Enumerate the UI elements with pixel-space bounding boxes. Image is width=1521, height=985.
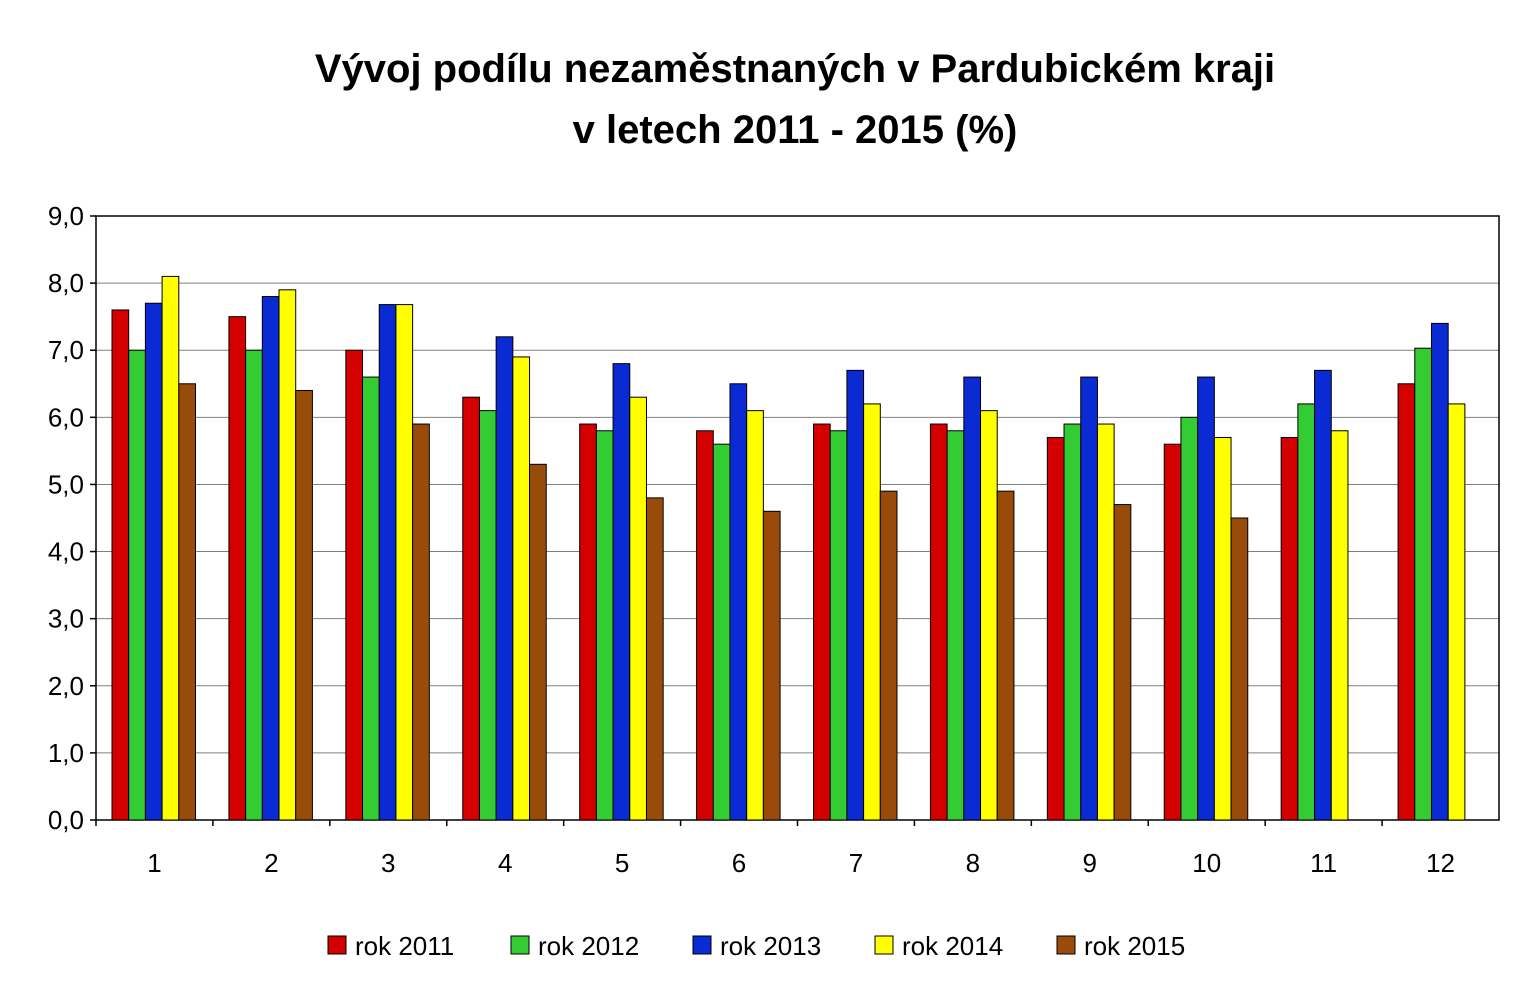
bar-rok-2012-9: [1064, 424, 1081, 820]
bar-rok-2013-7: [847, 370, 864, 820]
x-tick-label: 8: [966, 848, 980, 878]
legend-swatch-rok-2015: [1057, 936, 1075, 954]
y-tick-label: 9,0: [48, 201, 84, 231]
x-tick-label: 2: [264, 848, 278, 878]
bar-rok-2014-4: [513, 357, 530, 820]
legend: rok 2011 rok 2012 rok 2013 rok 2014 rok 2015: [328, 931, 1185, 961]
bar-rok-2013-1: [145, 303, 162, 820]
x-tick-label: 4: [498, 848, 512, 878]
bar-rok-2012-6: [713, 444, 730, 820]
bar-rok-2014-9: [1097, 424, 1114, 820]
bar-rok-2014-1: [162, 276, 179, 820]
y-tick-label: 6,0: [48, 402, 84, 432]
legend-label-rok-2011: rok 2011: [355, 931, 454, 961]
x-tick-label: 12: [1426, 848, 1455, 878]
bar-rok-2014-7: [864, 404, 881, 820]
x-tick-label: 5: [615, 848, 629, 878]
bar-rok-2013-2: [262, 297, 279, 820]
bar-rok-2013-12: [1431, 323, 1448, 820]
x-tick-label: 6: [732, 848, 746, 878]
bar-rok-2012-5: [596, 431, 613, 820]
x-tick-label: 1: [147, 848, 161, 878]
legend-label-rok-2012: rok 2012: [538, 931, 639, 961]
bar-rok-2012-8: [947, 431, 964, 820]
y-tick-label: 7,0: [48, 335, 84, 365]
x-tick-label: 10: [1192, 848, 1221, 878]
x-tick-label: 3: [381, 848, 395, 878]
bar-rok-2011-8: [930, 424, 947, 820]
bar-rok-2014-12: [1448, 404, 1465, 820]
bar-rok-2012-4: [479, 411, 496, 820]
bar-rok-2011-4: [463, 397, 480, 820]
legend-swatch-rok-2014: [875, 936, 893, 954]
bar-rok-2014-11: [1331, 431, 1348, 820]
y-tick-label: 8,0: [48, 268, 84, 298]
bar-rok-2011-12: [1398, 384, 1415, 820]
bar-rok-2012-2: [246, 350, 263, 820]
bar-rok-2012-3: [363, 377, 380, 820]
y-axis-ticks: 0,0 1,0 2,0 3,0 4,0 5,0 6,0 7,0 8,0 9,0: [48, 201, 96, 835]
bar-rok-2014-2: [279, 290, 296, 820]
bar-rok-2012-7: [830, 431, 847, 820]
legend-label-rok-2014: rok 2014: [902, 931, 1003, 961]
bar-rok-2013-5: [613, 364, 630, 820]
legend-swatch-rok-2012: [511, 936, 529, 954]
legend-label-rok-2013: rok 2013: [720, 931, 821, 961]
bar-rok-2014-8: [981, 411, 998, 820]
chart-title-line-2: v letech 2011 - 2015 (%): [573, 108, 1018, 152]
bar-rok-2015-6: [763, 511, 780, 820]
bar-rok-2015-3: [413, 424, 430, 820]
bar-rok-2011-5: [580, 424, 597, 820]
x-tick-label: 7: [849, 848, 863, 878]
bar-rok-2015-5: [646, 498, 663, 820]
bar-rok-2011-9: [1047, 437, 1064, 820]
y-tick-label: 3,0: [48, 604, 84, 634]
bars: [112, 276, 1465, 820]
bar-rok-2014-5: [630, 397, 647, 820]
x-tick-label: 9: [1083, 848, 1097, 878]
bar-rok-2013-9: [1081, 377, 1098, 820]
bar-rok-2013-4: [496, 337, 513, 820]
bar-rok-2011-2: [229, 317, 246, 820]
bar-rok-2011-10: [1164, 444, 1181, 820]
y-tick-label: 5,0: [48, 469, 84, 499]
bar-rok-2011-3: [346, 350, 363, 820]
y-tick-label: 0,0: [48, 805, 84, 835]
y-tick-label: 4,0: [48, 537, 84, 567]
legend-swatch-rok-2011: [328, 936, 346, 954]
bar-rok-2012-1: [129, 350, 146, 820]
bar-rok-2015-1: [179, 384, 196, 820]
bar-rok-2015-10: [1231, 518, 1248, 820]
bar-rok-2015-2: [296, 390, 313, 820]
x-axis-ticks: 1 2 3 4 5 6 7 8 9 10 11 12: [96, 820, 1455, 878]
bar-rok-2015-8: [997, 491, 1014, 820]
bar-rok-2012-10: [1181, 417, 1198, 820]
legend-swatch-rok-2013: [693, 936, 711, 954]
bar-rok-2014-10: [1214, 437, 1231, 820]
bar-rok-2011-11: [1281, 437, 1298, 820]
bar-rok-2013-6: [730, 384, 747, 820]
y-tick-label: 1,0: [48, 738, 84, 768]
bar-rok-2015-4: [530, 464, 547, 820]
bar-rok-2014-6: [747, 411, 764, 820]
bar-rok-2013-10: [1198, 377, 1215, 820]
bar-rok-2015-7: [880, 491, 897, 820]
bar-rok-2011-1: [112, 310, 129, 820]
bar-rok-2013-3: [379, 305, 396, 820]
y-tick-label: 2,0: [48, 671, 84, 701]
bar-rok-2012-11: [1298, 404, 1315, 820]
chart-title-line-1: Vývoj podílu nezaměstnaných v Pardubické…: [315, 47, 1275, 91]
legend-label-rok-2015: rok 2015: [1084, 931, 1185, 961]
bar-rok-2014-3: [396, 305, 413, 820]
x-tick-label: 11: [1310, 848, 1337, 878]
bar-rok-2013-11: [1315, 370, 1332, 820]
bar-rok-2011-7: [814, 424, 831, 820]
bar-rok-2011-6: [697, 431, 714, 820]
bar-rok-2015-9: [1114, 505, 1131, 820]
bar-chart: Vývoj podílu nezaměstnaných v Pardubické…: [0, 0, 1521, 985]
bar-rok-2013-8: [964, 377, 981, 820]
bar-rok-2012-12: [1415, 348, 1432, 820]
